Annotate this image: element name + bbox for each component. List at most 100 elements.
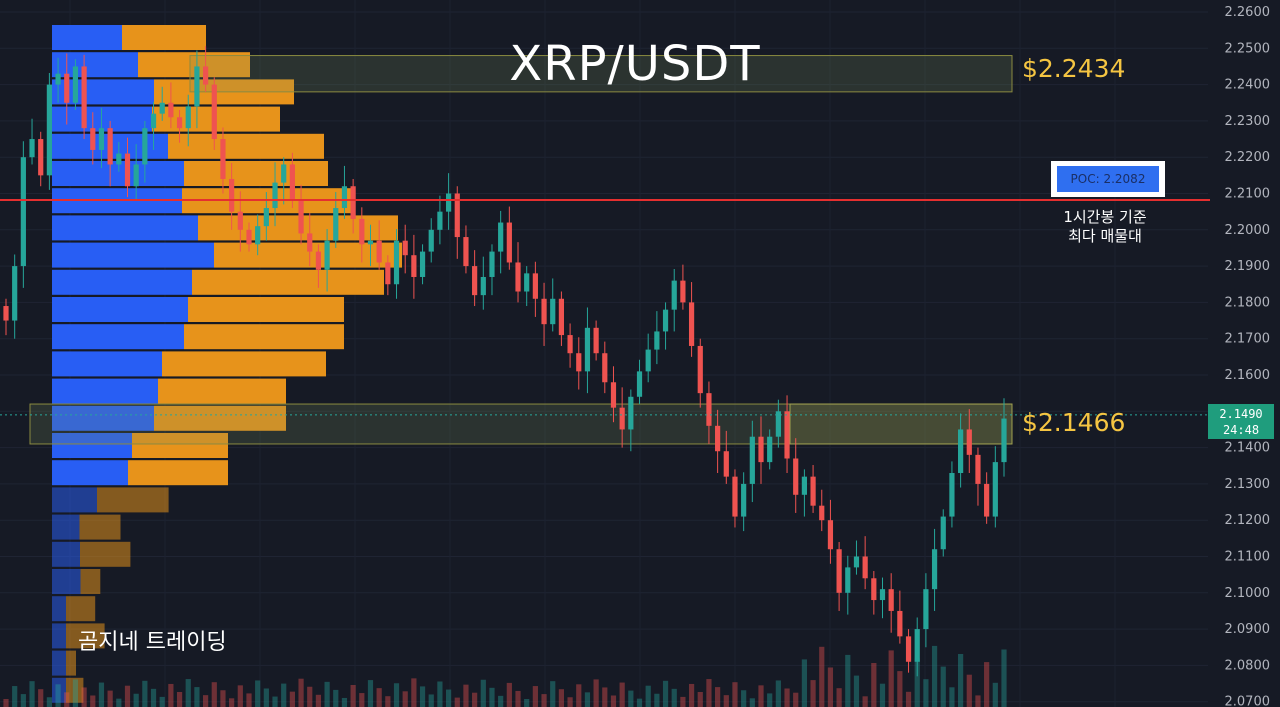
current-price-badge: 2.1490 24:48: [1208, 404, 1274, 439]
volume-bar: [680, 696, 686, 707]
candle-body: [142, 128, 148, 165]
profile-bar-buy: [52, 297, 188, 322]
profile-bar-buy: [52, 161, 184, 186]
volume-bar: [775, 680, 781, 707]
volume-bar: [445, 689, 452, 707]
candle-body: [801, 476, 807, 495]
candle-body: [185, 106, 191, 129]
volume-bar: [749, 698, 755, 707]
candle-body: [836, 549, 842, 593]
resistance-price-label: $2.2434: [1022, 54, 1126, 83]
profile-bar-sell: [162, 351, 326, 377]
volume-bar: [567, 697, 573, 707]
volume-bar: [905, 691, 912, 707]
volume-bar: [142, 680, 148, 707]
volume-bar: [393, 683, 400, 707]
candle-body: [445, 193, 452, 212]
volume-bar: [506, 682, 512, 707]
candle-body: [758, 436, 764, 463]
profile-bar-buy: [52, 378, 158, 404]
support-price-label: $2.1466: [1022, 408, 1126, 437]
candle-body: [133, 164, 139, 187]
candle-body: [584, 327, 591, 372]
candle-body: [862, 556, 868, 579]
candle-body: [176, 117, 183, 129]
volume-bar: [263, 688, 269, 707]
volume-bar: [46, 697, 52, 707]
candle-body: [220, 139, 226, 179]
poc-annotation-line1: 1시간봉 기준: [1063, 208, 1147, 226]
candle-countdown: 24:48: [1222, 423, 1260, 437]
y-tick-label: 2.0900: [1225, 622, 1271, 637]
candle-body: [827, 520, 834, 550]
candle-body: [3, 306, 9, 321]
candle-body: [732, 476, 738, 517]
volume-bar: [845, 654, 851, 707]
volume-bar: [610, 695, 617, 707]
volume-bar: [203, 695, 209, 707]
candle-body: [706, 393, 712, 426]
profile-bar-sell: [192, 269, 384, 295]
volume-bar: [602, 687, 608, 707]
candle-body: [376, 240, 382, 263]
candle-body: [81, 66, 87, 129]
candle-body: [610, 382, 617, 408]
volume-bar: [220, 690, 226, 707]
volume-bar: [524, 699, 530, 707]
candle-body: [576, 353, 582, 372]
candle-body: [749, 436, 755, 484]
candle-body: [393, 240, 400, 285]
candle-body: [697, 345, 703, 394]
volume-bar: [931, 645, 938, 707]
volume-bar: [628, 690, 634, 707]
y-tick-label: 2.1600: [1225, 368, 1271, 383]
candle-body: [628, 396, 634, 430]
candle-body: [150, 113, 157, 129]
volume-bar: [550, 681, 556, 707]
volume-bar: [55, 684, 61, 707]
y-tick-label: 2.2400: [1225, 78, 1271, 93]
volume-bar: [437, 681, 443, 707]
profile-bar-buy: [52, 106, 152, 132]
candle-body: [402, 240, 408, 256]
volume-bar: [211, 682, 217, 707]
y-tick-label: 2.2200: [1225, 150, 1271, 165]
volume-bar: [454, 697, 460, 707]
volume-bar: [741, 690, 747, 707]
candle-body: [341, 186, 348, 209]
volume-bar: [298, 678, 304, 707]
volume-bar: [489, 687, 495, 707]
profile-bar-buy: [52, 569, 81, 594]
volume-bar: [385, 696, 391, 707]
candle-body: [211, 84, 217, 140]
volume-bar: [767, 693, 773, 707]
watermark: 곰지네 트레이딩: [78, 630, 227, 655]
profile-bar-sell: [80, 569, 101, 594]
profile-bar-sell: [66, 677, 84, 703]
profile-bar-sell: [66, 623, 105, 649]
candle-body: [64, 73, 70, 103]
candle-body: [819, 505, 825, 521]
profile-bar-buy: [52, 623, 66, 649]
y-tick-label: 2.2600: [1225, 5, 1271, 20]
y-tick-label: 2.2500: [1225, 41, 1271, 56]
volume-bar: [836, 688, 842, 707]
profile-bar-sell: [184, 324, 344, 350]
candle-body: [966, 429, 972, 455]
profile-bar-buy: [52, 487, 97, 513]
profile-bar-buy: [52, 324, 184, 350]
volume-bar: [966, 674, 972, 707]
volume-bar: [64, 692, 70, 707]
candle-body: [784, 411, 790, 459]
profile-bar-sell: [128, 460, 228, 486]
candle-body: [602, 353, 608, 383]
candle-body: [532, 273, 538, 299]
candle-body: [775, 411, 781, 437]
volume-bar: [862, 696, 868, 707]
candle-body: [46, 84, 52, 176]
volume-bar: [289, 691, 295, 707]
profile-bar-buy: [52, 433, 132, 458]
candle-body: [333, 208, 339, 241]
candle-body: [905, 636, 912, 662]
